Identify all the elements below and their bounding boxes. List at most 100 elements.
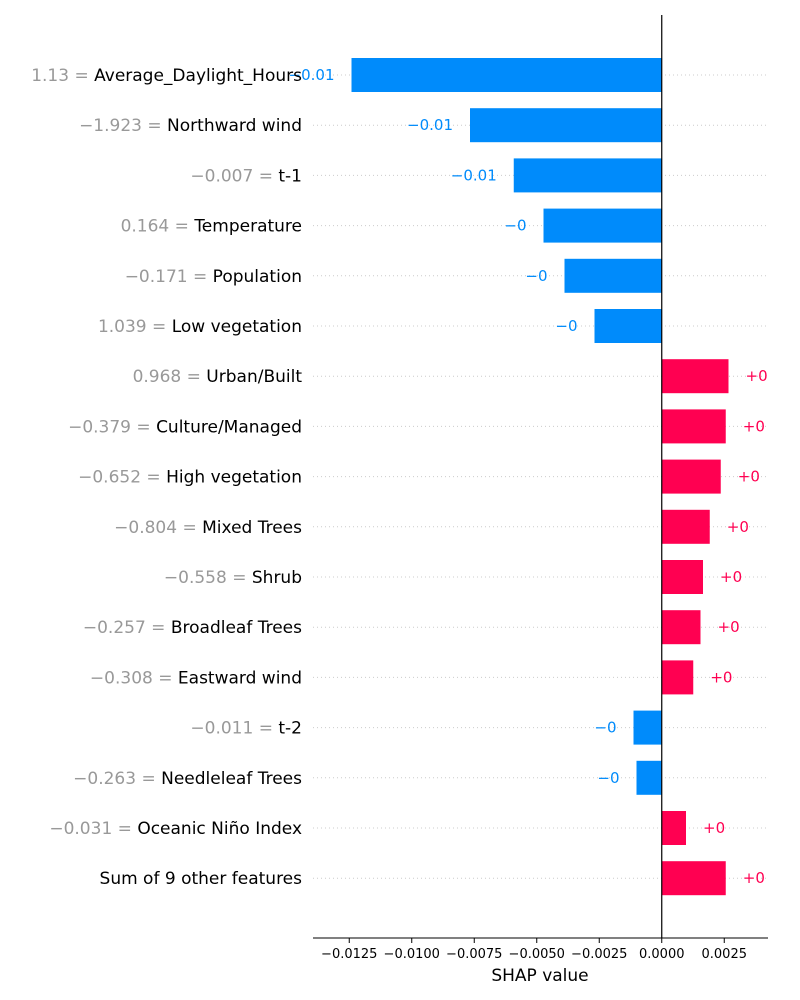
equals-sign: = xyxy=(188,267,213,287)
feature-name: High vegetation xyxy=(166,468,302,488)
bar xyxy=(594,309,662,343)
feature-value: 0.164 xyxy=(121,217,170,237)
x-axis-label: SHAP value xyxy=(491,966,588,986)
feature-label: 0.968 = Urban/Built xyxy=(133,367,303,387)
bar-value-labels: −0.01 −0.01 −0.01 −0 −0 −0 +0 +0 +0 +0 +0 +0 +0 −0 −0 +… xyxy=(289,66,768,887)
x-tick-label: −0.0100 xyxy=(384,947,440,962)
bar-value-label: −0 xyxy=(594,719,616,737)
bar xyxy=(351,58,662,92)
bar-value-label: −0.01 xyxy=(289,66,335,84)
feature-name: Population xyxy=(213,267,302,287)
bar xyxy=(661,610,701,645)
bar-value-label: −0 xyxy=(525,267,547,285)
equals-sign: = xyxy=(181,367,206,387)
bar-value-label: −0 xyxy=(555,317,577,335)
equals-sign: = xyxy=(142,116,167,136)
bar xyxy=(661,459,721,494)
feature-name: t-2 xyxy=(278,719,302,739)
bar xyxy=(633,710,662,745)
feature-label: −0.171 = Population xyxy=(125,267,302,287)
feature-label: −0.263 = Needleleaf Trees xyxy=(73,769,302,789)
feature-name: Needleleaf Trees xyxy=(161,769,302,789)
bar xyxy=(661,560,703,594)
feature-label: −0.652 = High vegetation xyxy=(78,468,302,488)
feature-label: 1.039 = Low vegetation xyxy=(98,317,302,337)
x-axis: −0.0125 −0.0100 −0.0075 −0.0050 −0.0025 0.000… xyxy=(313,937,768,962)
feature-value: −1.923 xyxy=(79,116,142,136)
bar-value-label: +0 xyxy=(718,618,740,636)
bar-value-label: +0 xyxy=(710,668,732,686)
bar-value-label: +0 xyxy=(727,518,749,536)
feature-name: Eastward wind xyxy=(178,668,302,688)
x-tick-label: 0.0025 xyxy=(702,947,748,962)
feature-label: −0.379 = Culture/Managed xyxy=(68,417,302,437)
x-tick-label: 0.0000 xyxy=(639,947,685,962)
feature-label: Sum of 9 other features xyxy=(100,869,303,889)
feature-value: −0.171 xyxy=(125,267,188,287)
bar-value-label: +0 xyxy=(743,869,765,887)
feature-value: −0.257 xyxy=(83,618,146,638)
bar xyxy=(661,861,726,896)
feature-name: Temperature xyxy=(193,217,302,237)
bar xyxy=(513,158,662,193)
equals-sign: = xyxy=(253,166,278,186)
equals-sign: = xyxy=(112,819,137,839)
bar xyxy=(636,760,662,795)
equals-sign: = xyxy=(227,568,252,588)
feature-name: Shrub xyxy=(252,568,302,588)
feature-name: Mixed Trees xyxy=(202,518,302,538)
feature-name: Average_Daylight_Hours xyxy=(94,66,302,86)
feature-label: −1.923 = Northward wind xyxy=(79,116,302,136)
equals-sign: = xyxy=(169,217,194,237)
feature-label: 1.13 = Average_Daylight_Hours xyxy=(31,66,302,86)
bars xyxy=(351,58,729,896)
bar xyxy=(661,811,686,845)
bar-value-label: +0 xyxy=(743,417,765,435)
bar-value-label: +0 xyxy=(703,819,725,837)
x-tick-label: −0.0025 xyxy=(571,947,627,962)
equals-sign: = xyxy=(141,468,166,488)
feature-value: 1.13 xyxy=(31,66,69,86)
feature-name: t-1 xyxy=(278,166,302,186)
equals-sign: = xyxy=(253,719,278,739)
bar-value-label: +0 xyxy=(738,468,760,486)
feature-value: 0.968 xyxy=(133,367,182,387)
bar xyxy=(661,359,729,394)
feature-value: −0.379 xyxy=(68,417,131,437)
feature-label: −0.031 = Oceanic Niño Index xyxy=(49,819,302,839)
feature-name: Low vegetation xyxy=(172,317,302,337)
feature-name: Oceanic Niño Index xyxy=(137,819,302,839)
feature-label: −0.804 = Mixed Trees xyxy=(114,518,302,538)
feature-value: −0.652 xyxy=(78,468,141,488)
bar xyxy=(661,409,726,444)
bar xyxy=(470,108,662,143)
bar xyxy=(661,509,710,544)
equals-sign: = xyxy=(153,668,178,688)
bar-value-label: +0 xyxy=(720,568,742,586)
x-tick-label: −0.0050 xyxy=(509,947,565,962)
feature-value: −0.804 xyxy=(114,518,177,538)
bar-value-label: −0.01 xyxy=(451,166,497,184)
feature-value: −0.308 xyxy=(90,668,153,688)
equals-sign: = xyxy=(136,769,161,789)
bar-value-label: −0.01 xyxy=(407,116,453,134)
feature-value: −0.031 xyxy=(49,819,112,839)
equals-sign: = xyxy=(177,518,202,538)
x-tick-label: −0.0075 xyxy=(446,947,502,962)
feature-value: −0.007 xyxy=(190,166,253,186)
feature-name: Northward wind xyxy=(167,116,302,136)
x-tick-label: −0.0125 xyxy=(321,947,377,962)
bar-value-label: −0 xyxy=(597,769,619,787)
equals-sign: = xyxy=(147,317,172,337)
feature-label: −0.558 = Shrub xyxy=(164,568,302,588)
bar-value-label: +0 xyxy=(746,367,768,385)
feature-label: −0.257 = Broadleaf Trees xyxy=(83,618,302,638)
feature-value: 1.039 xyxy=(98,317,147,337)
feature-label: −0.308 = Eastward wind xyxy=(90,668,302,688)
equals-sign: = xyxy=(69,66,94,86)
bar xyxy=(543,208,662,243)
feature-name: Broadleaf Trees xyxy=(171,618,302,638)
bar xyxy=(661,660,694,695)
feature-label: −0.007 = t-1 xyxy=(190,166,302,186)
